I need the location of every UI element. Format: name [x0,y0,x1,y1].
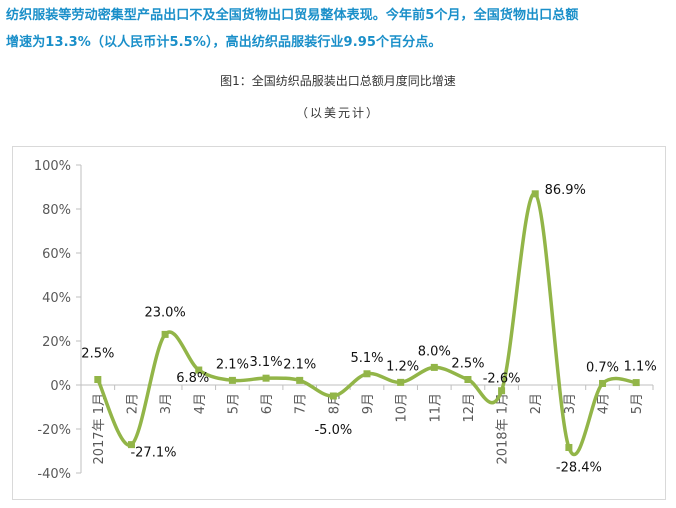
intro-line-1: 纺织服装等劳动密集型产品出口不及全国货物出口贸易整体表现。今年前5个月，全国货物… [6,8,579,23]
data-label: 23.0% [144,305,185,320]
figure-unit: （以美元计） [295,106,380,120]
data-label: 1.1% [624,360,657,375]
data-point [397,378,405,386]
data-label: -27.1% [130,446,176,461]
data-label: 86.9% [545,183,586,198]
data-point [296,376,304,384]
data-point [565,443,573,451]
data-point [632,379,640,387]
data-point [363,370,371,378]
x-tick-label: 4月 [597,393,612,414]
x-tick-label: 9月 [361,393,376,414]
chart-frame: 100% 80% 60% 40% 20% 0% -20% -40% 2017年 1月 2月 3月 4月… [12,146,666,500]
y-tick-label: 80% [42,203,71,218]
intro-line-2: 增速为13.3%（以人民币计5.5%），高出纺织品服装行业9.95个百分点。 [6,35,442,50]
x-tick-label: 7月 [294,393,309,414]
data-label: 2.1% [216,357,249,372]
data-point [94,376,102,383]
y-tick-label: -40% [37,467,71,482]
data-point [599,379,607,387]
data-point [531,190,539,198]
data-label: 1.2% [386,359,419,374]
data-label: 8.0% [418,344,451,359]
data-label: -2.6% [483,372,521,387]
x-tick-label: 5月 [630,393,645,414]
line-chart: 100% 80% 60% 40% 20% 0% -20% -40% 2017年 1月 2月 3月 4月… [34,159,657,482]
x-tick-label: 2017年 1月 [92,393,107,465]
data-point [430,363,438,371]
data-point [329,392,337,400]
data-point [464,376,472,383]
y-tick-label: 40% [42,291,71,306]
x-tick-label: 3月 [563,393,578,414]
data-point [195,366,203,374]
data-label: 3.1% [250,355,283,370]
article-intro: 纺织服装等劳动密集型产品出口不及全国货物出口贸易整体表现。今年前5个月，全国货物… [6,2,672,56]
y-tick-label: 100% [34,159,71,174]
data-point [262,374,270,382]
x-tick-label: 2月 [529,393,544,414]
data-label: 5.1% [350,351,383,366]
x-tick-label: 6月 [260,393,275,414]
data-label: 2.5% [451,357,484,372]
data-label: 6.8% [176,371,209,386]
data-label: -28.4% [556,460,602,475]
data-label: 2.1% [283,357,316,372]
x-tick-label: 4月 [193,393,208,414]
data-point [161,330,169,338]
data-point [127,441,135,449]
x-tick-label: 5月 [226,393,241,414]
x-tick-label: 11月 [428,393,443,423]
data-label: -5.0% [314,423,352,438]
y-tick-label: 60% [42,247,71,262]
y-tick-label: -20% [37,423,71,438]
data-label: 2.5% [81,347,114,362]
data-point [228,376,236,384]
series-line [96,192,638,457]
y-tick-label: 20% [42,335,71,350]
data-label: 0.7% [586,360,619,375]
x-tick-label: 3月 [159,393,174,414]
data-point [498,387,506,395]
x-tick-label: 2018年 1月 [496,393,511,465]
figure-title: 图1：全国纺织品服装出口总额月度同比增速 [220,74,456,88]
x-tick-label: 2月 [125,393,140,414]
y-tick-label: 0% [50,379,71,394]
x-tick-label: 12月 [462,393,477,423]
x-tick-label: 10月 [395,393,410,423]
